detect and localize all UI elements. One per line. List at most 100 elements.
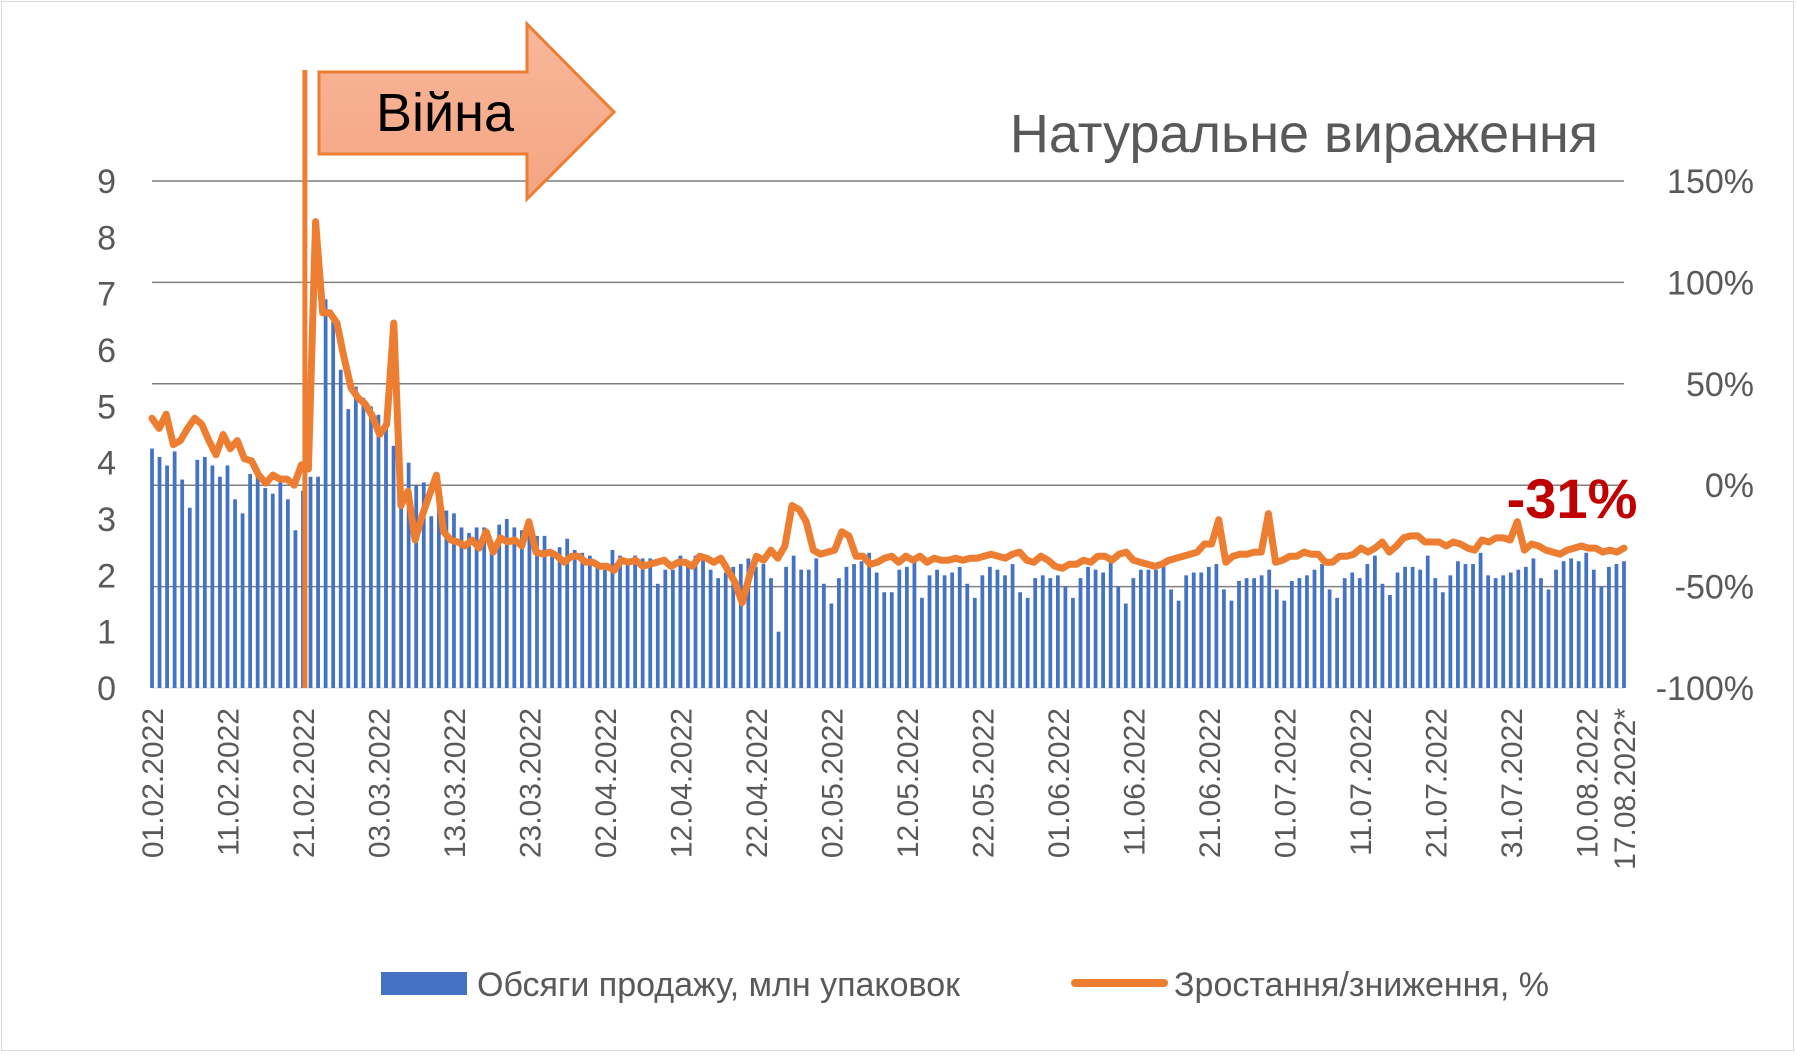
bar [965,583,970,688]
bar [776,631,781,688]
bar [308,476,313,688]
bar [535,535,539,688]
x-axis-date-label: 01.06.2022 [1043,708,1076,858]
bar [829,603,834,688]
bar [852,564,856,688]
bar [421,482,426,688]
bar-series [150,299,1626,688]
bar [1350,572,1355,688]
bar [904,566,909,688]
bar [436,502,441,688]
bar [595,564,600,688]
bar [1373,555,1377,688]
bar [874,572,879,688]
bar [1607,566,1611,688]
bar [1040,575,1045,688]
bar [1131,578,1136,688]
bar [716,578,721,688]
bar [1267,569,1272,688]
bar [240,513,245,688]
bar [444,510,449,688]
bar [1176,600,1181,688]
bar [369,406,373,688]
bar [587,555,592,688]
bar [1478,552,1483,688]
bar [1516,569,1521,688]
bar [1539,578,1543,688]
bar [270,493,275,688]
bar [1327,589,1332,688]
callout-label: -31% [1507,467,1638,530]
bar [459,527,464,688]
bar [738,564,743,688]
bar [1071,597,1075,688]
legend: Обсяги продажу, млн упаковок Зростання/з… [381,966,1549,1004]
bar [1305,575,1309,688]
bar [285,499,290,688]
bar [670,569,675,688]
left-axis-tick-label: 5 [97,388,116,426]
bar [1554,569,1558,688]
bar [1546,589,1551,688]
bar [1569,558,1574,688]
legend-bar-swatch [381,972,467,995]
bar [935,569,939,688]
bar [1523,566,1528,688]
left-axis-tick-label: 3 [97,501,116,539]
bar [799,569,804,688]
bar [1199,572,1204,688]
bar [1093,569,1098,688]
growth-line [148,218,1628,607]
bar [769,578,773,688]
bar [1448,575,1453,688]
bar [1456,561,1460,688]
bar [225,465,230,688]
bar [1335,597,1340,688]
bar [950,572,955,688]
bar [1403,566,1407,688]
bar [1154,569,1158,688]
bar [1425,555,1430,688]
x-axis-date-label: 12.05.2022 [892,708,925,858]
x-axis-date-label: 03.03.2022 [363,708,396,858]
bar [980,575,985,688]
bar [323,299,328,688]
bar [701,558,705,688]
x-axis-date-label: 11.06.2022 [1118,708,1151,856]
x-axis-date-label: 12.04.2022 [665,708,698,858]
bar [572,549,577,688]
bar [1146,569,1151,688]
left-axis-ticks: 0 1 2 3 4 5 6 7 8 9 [97,163,116,708]
bar [988,566,992,688]
bar [693,555,698,688]
x-axis-date-label: 02.05.2022 [816,708,849,858]
bar [512,527,517,688]
bar [233,499,237,688]
bar [1214,564,1219,688]
bar [791,555,796,688]
bar [897,569,902,688]
bar [210,465,215,688]
bar [663,569,668,688]
right-axis-tick-label: 50% [1686,366,1754,404]
bar [580,552,585,688]
bar [195,459,200,688]
bar [489,552,494,688]
bar [1048,578,1053,688]
chart-title: Натуральне вираження [1010,104,1598,164]
right-axis-tick-label: -100% [1656,670,1754,708]
bar [1274,589,1279,688]
bar [1025,597,1030,688]
bar [172,451,177,688]
bar [625,558,630,688]
bar [278,479,283,688]
bar [565,538,570,688]
bar [844,566,849,688]
bar [1531,558,1536,688]
x-axis-date-label: 01.02.2022 [137,708,170,858]
war-arrow-shape [317,20,617,203]
bar [467,533,471,688]
bar [1440,592,1445,688]
bar [1161,564,1166,688]
